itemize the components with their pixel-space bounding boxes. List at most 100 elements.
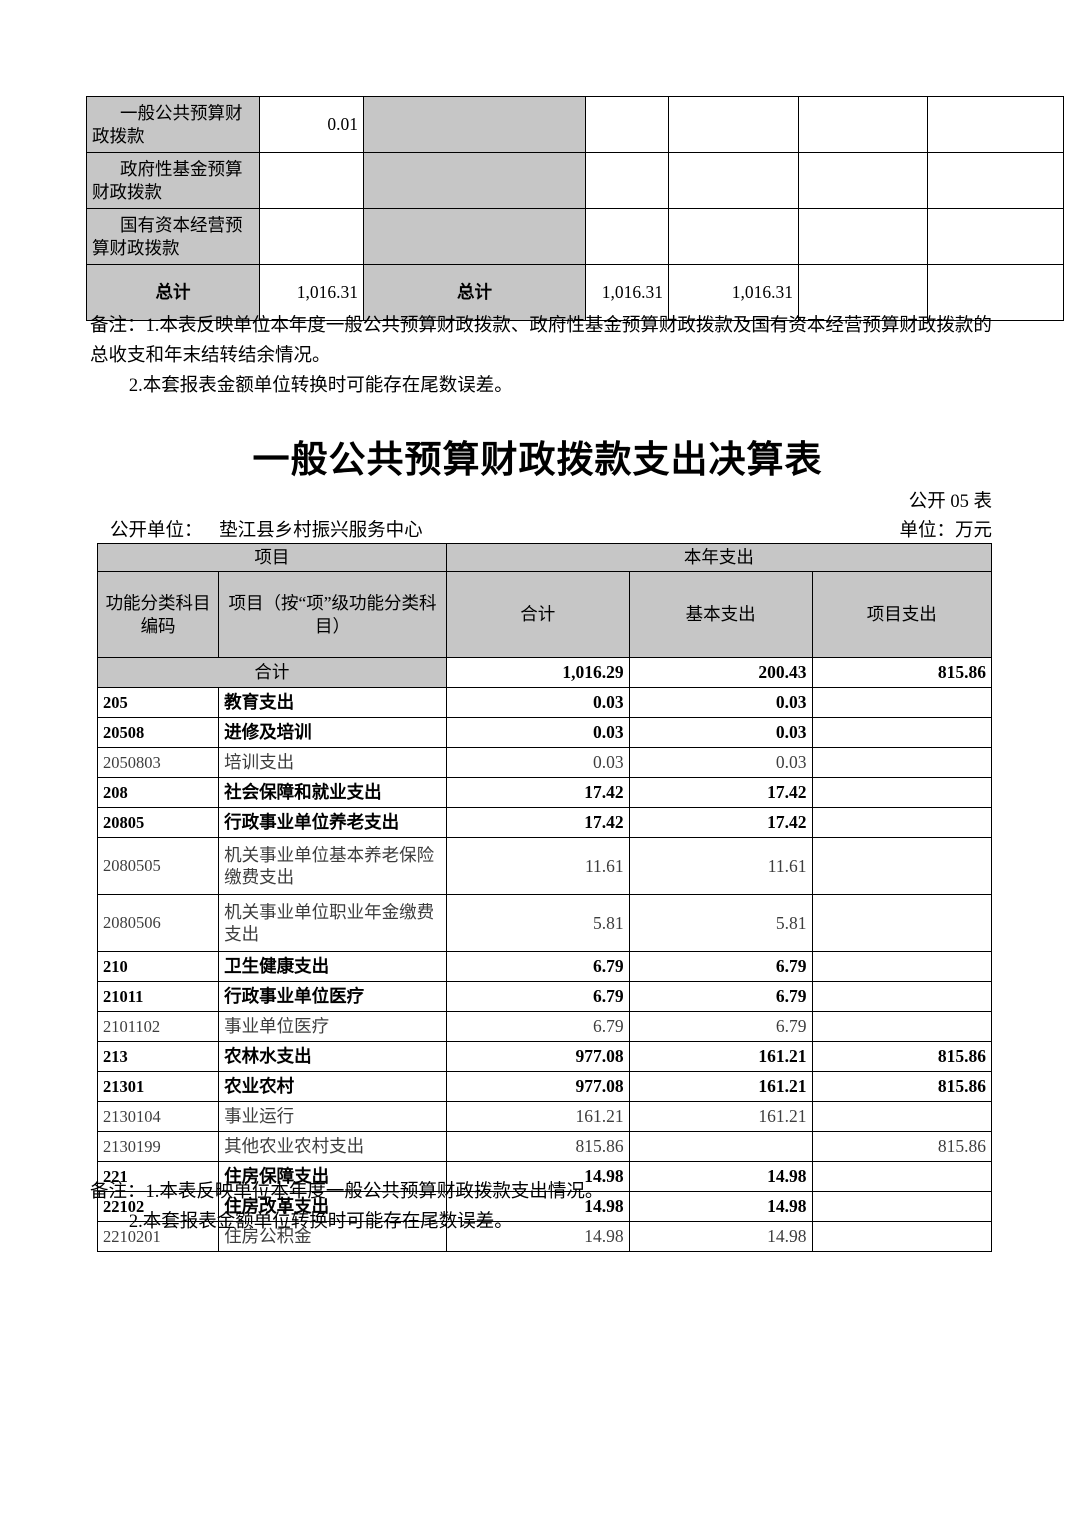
row-amount-col5	[798, 152, 928, 209]
row-item-name: 卫生健康支出	[218, 951, 447, 982]
row-project-expenditure	[811, 747, 992, 778]
row-total: 6.79	[445, 1011, 630, 1042]
row-project-expenditure	[811, 687, 992, 718]
row-basic-expenditure: 0.03	[628, 717, 813, 748]
total-row-label: 合计	[97, 657, 447, 688]
row-functional-code: 2080506	[96, 894, 220, 952]
row-item-name: 农林水支出	[218, 1041, 447, 1072]
row-functional-code: 208	[96, 777, 220, 808]
row-total: 977.08	[445, 1041, 630, 1072]
row-basic-expenditure: 161.21	[628, 1071, 813, 1102]
table-row: 213 农林水支出 977.08 161.21 815.86	[96, 1041, 992, 1072]
total-row-project: 815.86	[811, 657, 992, 688]
row-amount-col4	[668, 152, 799, 209]
row-item-name: 行政事业单位医疗	[218, 981, 447, 1012]
row-total-label: 总计	[86, 264, 260, 321]
header-basic-expenditure: 基本支出	[628, 571, 813, 658]
table-two-header-sub-row: 功能分类科目编码 项目（按“项”级功能分类科目） 合计 基本支出 项目支出	[96, 571, 992, 658]
row-item-name: 农业农村	[218, 1071, 447, 1102]
table-row: 210 卫生健康支出 6.79 6.79	[96, 951, 992, 982]
row-amount-left	[259, 152, 364, 209]
table-row: 一般公共预算财政拨款 0.01	[86, 96, 1064, 153]
row-amount-left: 1,016.31	[259, 264, 364, 321]
row-total: 977.08	[445, 1071, 630, 1102]
disclosing-unit: 公开单位： 垫江县乡村振兴服务中心	[110, 516, 423, 542]
row-total: 0.03	[445, 747, 630, 778]
table-row: 2080506 机关事业单位职业年金缴费支出 5.81 5.81	[96, 894, 992, 952]
row-project-expenditure	[811, 777, 992, 808]
row-total: 14.98	[445, 1191, 630, 1222]
table-row: 2130199 其他农业农村支出 815.86 815.86	[96, 1131, 992, 1162]
table-row: 国有资本经营预算财政拨款	[86, 208, 1064, 265]
row-project-expenditure	[811, 807, 992, 838]
row-item-name: 住房改革支出	[218, 1191, 447, 1222]
row-functional-code: 2210201	[96, 1221, 220, 1252]
row-mid-label	[363, 208, 586, 265]
row-functional-code: 2130199	[96, 1131, 220, 1162]
row-item-name: 住房保障支出	[218, 1161, 447, 1192]
row-item-name: 机关事业单位基本养老保险缴费支出	[218, 837, 447, 895]
row-amount-col5	[798, 208, 928, 265]
row-functional-code: 2101102	[96, 1011, 220, 1042]
row-item-name: 社会保障和就业支出	[218, 777, 447, 808]
table-one-notes: 备注：1.本表反映单位本年度一般公共预算财政拨款、政府性基金预算财政拨款及国有资…	[90, 312, 1006, 402]
row-basic-expenditure: 17.42	[628, 807, 813, 838]
note-line-1: 备注：1.本表反映单位本年度一般公共预算财政拨款支出情况。	[90, 1182, 604, 1202]
table-row-total: 合计 1,016.29 200.43 815.86	[97, 657, 992, 688]
sheet-code-label: 公开 05 表	[908, 492, 992, 512]
table-row: 总计 1,016.31 总计 1,016.31 1,016.31	[86, 264, 1064, 321]
table-two-notes: 备注：1.本表反映单位本年度一般公共预算财政拨款支出情况。 2.本套报表金额单位…	[90, 1178, 1006, 1238]
row-functional-code: 21301	[96, 1071, 220, 1102]
row-basic-expenditure: 14.98	[628, 1221, 813, 1252]
row-total: 14.98	[445, 1221, 630, 1252]
note-line-2: 2.本套报表金额单位转换时可能存在尾数误差。	[128, 1211, 513, 1232]
row-item-name: 培训支出	[218, 747, 447, 778]
total-row-total: 1,016.29	[445, 657, 630, 688]
row-total: 14.98	[445, 1161, 630, 1192]
row-functional-code: 221	[96, 1161, 220, 1192]
row-project-expenditure	[811, 1101, 992, 1132]
row-project-expenditure	[811, 717, 992, 748]
row-basic-expenditure: 5.81	[628, 894, 813, 952]
row-total: 5.81	[445, 894, 630, 952]
table-two-body: 合计 1,016.29 200.43 815.86 205 教育支出 0.03 0.03 205…	[96, 657, 992, 1252]
row-project-expenditure	[811, 951, 992, 982]
row-project-expenditure	[811, 981, 992, 1012]
table-one-body: 一般公共预算财政拨款 0.01 政府性基金预算财政拨款 国有资本经营预算财政拨款 总计 1…	[86, 96, 1064, 321]
row-label: 政府性基金预算财政拨款	[86, 152, 260, 209]
row-total: 11.61	[445, 837, 630, 895]
row-amount-col3	[585, 152, 669, 209]
row-total: 0.03	[445, 687, 630, 718]
row-basic-expenditure: 0.03	[628, 747, 813, 778]
row-project-expenditure	[811, 1161, 992, 1192]
general-public-budget-expenditure-table: 项目 本年支出 功能分类科目编码 项目（按“项”级功能分类科目） 合计 基本支出…	[96, 543, 993, 1252]
row-project-expenditure	[811, 1221, 992, 1252]
row-mid-label	[363, 96, 586, 153]
header-total: 合计	[445, 571, 630, 658]
row-amount-col6	[927, 264, 1064, 321]
row-item-name: 进修及培训	[218, 717, 447, 748]
row-mid-total-label: 总计	[363, 264, 586, 321]
row-amount-col5	[798, 96, 928, 153]
row-project-expenditure: 815.86	[811, 1131, 992, 1162]
row-basic-expenditure: 17.42	[628, 777, 813, 808]
row-basic-expenditure: 161.21	[628, 1041, 813, 1072]
table-row: 22102 住房改革支出 14.98 14.98	[96, 1191, 992, 1222]
row-functional-code: 20508	[96, 717, 220, 748]
table-two-head: 项目 本年支出 功能分类科目编码 项目（按“项”级功能分类科目） 合计 基本支出…	[96, 543, 993, 658]
financial-summary-table-continued: 一般公共预算财政拨款 0.01 政府性基金预算财政拨款 国有资本经营预算财政拨款 总计 1…	[86, 96, 1064, 321]
disclosing-unit-label: 公开单位：	[110, 521, 203, 541]
row-functional-code: 2050803	[96, 747, 220, 778]
row-total: 815.86	[445, 1131, 630, 1162]
table-row: 2210201 住房公积金 14.98 14.98	[96, 1221, 992, 1252]
row-functional-code: 20805	[96, 807, 220, 838]
table-row: 20805 行政事业单位养老支出 17.42 17.42	[96, 807, 992, 838]
row-item-name: 机关事业单位职业年金缴费支出	[218, 894, 447, 952]
row-item-name: 事业运行	[218, 1101, 447, 1132]
row-basic-expenditure: 6.79	[628, 951, 813, 982]
table-row: 政府性基金预算财政拨款	[86, 152, 1064, 209]
row-amount-col3	[585, 208, 669, 265]
table-row: 21301 农业农村 977.08 161.21 815.86	[96, 1071, 992, 1102]
row-basic-expenditure: 14.98	[628, 1161, 813, 1192]
